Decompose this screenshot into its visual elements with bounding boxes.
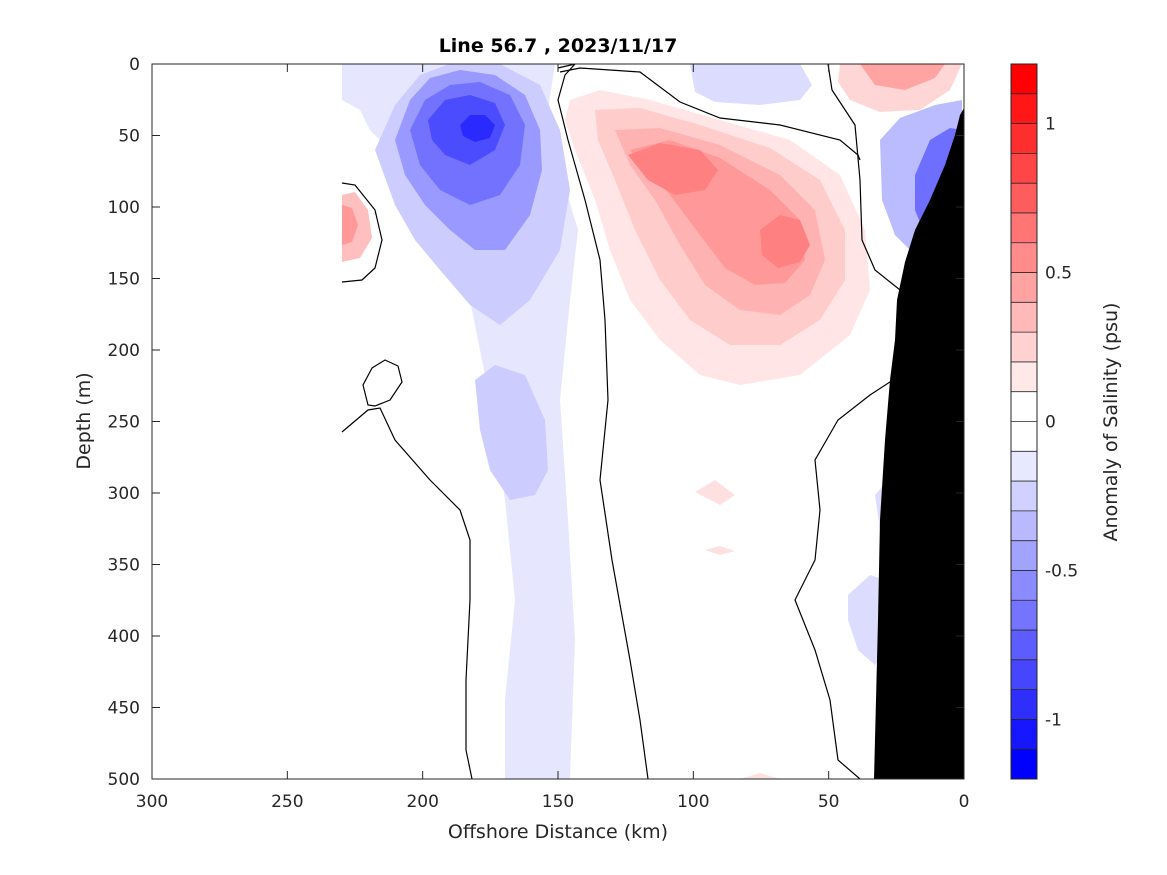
y-tick-label: 50 <box>118 127 140 147</box>
x-tick-label: 50 <box>818 792 840 812</box>
colorbar-segment <box>1011 272 1037 303</box>
colorbar-segment <box>1011 153 1037 184</box>
y-tick-label: 350 <box>108 556 140 576</box>
zero-contours <box>341 64 941 779</box>
colorbar-segment <box>1011 123 1037 154</box>
colorbar-segment <box>1011 689 1037 720</box>
colorbar-tick-label: -0.5 <box>1045 561 1078 581</box>
y-axis-title: Depth (m) <box>73 372 95 469</box>
salty-offshore-core <box>342 205 358 245</box>
salty-small-patch <box>695 480 735 505</box>
colorbar-segment <box>1011 302 1037 333</box>
salty-core-lower <box>760 215 810 268</box>
y-axis: 0 50 100 150 200 250 300 350 400 450 500 <box>108 55 964 790</box>
colorbar-segment <box>1011 64 1037 95</box>
colorbar-segment <box>1011 332 1037 363</box>
colorbar-tick-label: 0 <box>1045 413 1056 433</box>
chart-title: Line 56.7 , 2023/11/17 <box>439 35 678 57</box>
zero-contour-loop <box>362 359 403 407</box>
colorbar-segment <box>1011 540 1037 571</box>
colorbar-segment <box>1011 391 1037 422</box>
colorbar-segment <box>1011 659 1037 690</box>
colorbar-segment <box>1011 361 1037 393</box>
y-tick-label: 250 <box>108 413 140 433</box>
colorbar-segment <box>1011 749 1037 780</box>
colorbar-segment <box>1011 242 1037 273</box>
colorbar-segment <box>1011 630 1037 661</box>
colorbar-segment <box>1011 481 1037 512</box>
x-axis-title: Offshore Distance (km) <box>448 821 668 843</box>
zero-contour-mid <box>557 64 649 779</box>
colorbar-segment <box>1011 570 1037 601</box>
colorbar-segment <box>1011 93 1037 124</box>
colorbar-tick-label: 1 <box>1045 115 1056 135</box>
colorbar-segment <box>1011 421 1037 452</box>
zero-contour-shelf <box>794 379 894 779</box>
colorbar: 1 0.5 0 -0.5 -1 <box>1010 63 1078 780</box>
x-tick-label: 250 <box>271 792 303 812</box>
y-tick-label: 200 <box>108 341 140 361</box>
x-tick-label: 300 <box>136 792 168 812</box>
zero-contour-offshore-upper <box>341 182 383 283</box>
colorbar-tick-label: 0.5 <box>1045 264 1072 284</box>
y-tick-label: 500 <box>108 770 140 790</box>
colorbar-segment <box>1011 212 1037 244</box>
colorbar-segment <box>1011 510 1037 541</box>
y-tick-label: 450 <box>108 699 140 719</box>
x-tick-label: 150 <box>542 792 574 812</box>
y-tick-label: 300 <box>108 484 140 504</box>
fresh-lower-tongue <box>475 365 548 500</box>
salty-anomaly-fields <box>342 64 962 779</box>
y-tick-label: 100 <box>108 198 140 218</box>
colorbar-frame <box>1010 63 1038 780</box>
y-tick-label: 400 <box>108 627 140 647</box>
colorbar-segment <box>1011 600 1037 631</box>
fresh-anomaly-fields <box>342 64 962 779</box>
salty-small-patch-2 <box>705 546 735 555</box>
zero-contour-surface <box>559 67 861 161</box>
salty-core-upper <box>628 143 718 195</box>
y-tick-label: 150 <box>108 270 140 290</box>
salty-surface-core <box>860 64 945 90</box>
x-axis: 300 250 200 150 100 50 0 <box>136 64 970 812</box>
colorbar-segment <box>1011 451 1037 482</box>
zero-contour-offshore-deep <box>341 407 473 779</box>
x-tick-label: 100 <box>677 792 709 812</box>
colorbar-label: Anomaly of Salinity (psu) <box>1100 303 1122 542</box>
fresh-core-center <box>460 115 495 142</box>
colorbar-segment <box>1011 719 1037 750</box>
x-tick-label: 0 <box>959 792 970 812</box>
seafloor-bathymetry <box>874 108 964 779</box>
fresh-surface-patch <box>690 64 812 105</box>
x-tick-label: 200 <box>406 792 438 812</box>
plot-area <box>152 64 964 779</box>
salty-bottom-patch <box>740 773 780 779</box>
colorbar-tick-label: -1 <box>1045 710 1062 730</box>
y-tick-label: 0 <box>129 55 140 75</box>
colorbar-segment <box>1011 183 1037 214</box>
